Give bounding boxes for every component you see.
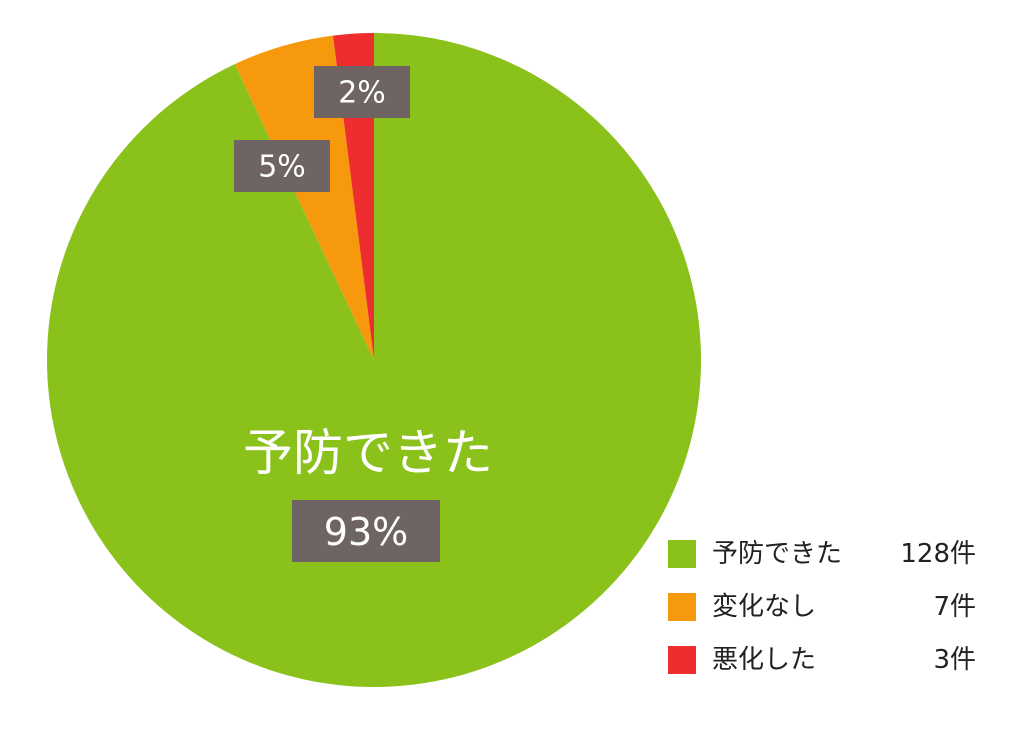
legend-swatch xyxy=(668,540,696,568)
legend-swatch xyxy=(668,593,696,621)
legend-label: 予防できた xyxy=(712,539,842,569)
slice-value-label: 5% xyxy=(258,150,306,185)
legend-count: 3件 xyxy=(933,645,976,675)
legend-count: 128件 xyxy=(900,539,976,569)
legend-swatch xyxy=(668,646,696,674)
slice-value-label: 2% xyxy=(338,76,386,111)
legend-count: 7件 xyxy=(933,592,976,622)
pie-slice xyxy=(46,33,702,687)
slice-value-label: 93% xyxy=(324,510,408,554)
label-box xyxy=(314,66,410,118)
label-box xyxy=(234,140,330,192)
label-box xyxy=(292,500,440,562)
legend-label: 悪化した xyxy=(712,645,816,675)
legend-label: 変化なし xyxy=(712,592,816,622)
slice-category-label: 予防できた xyxy=(243,424,493,482)
